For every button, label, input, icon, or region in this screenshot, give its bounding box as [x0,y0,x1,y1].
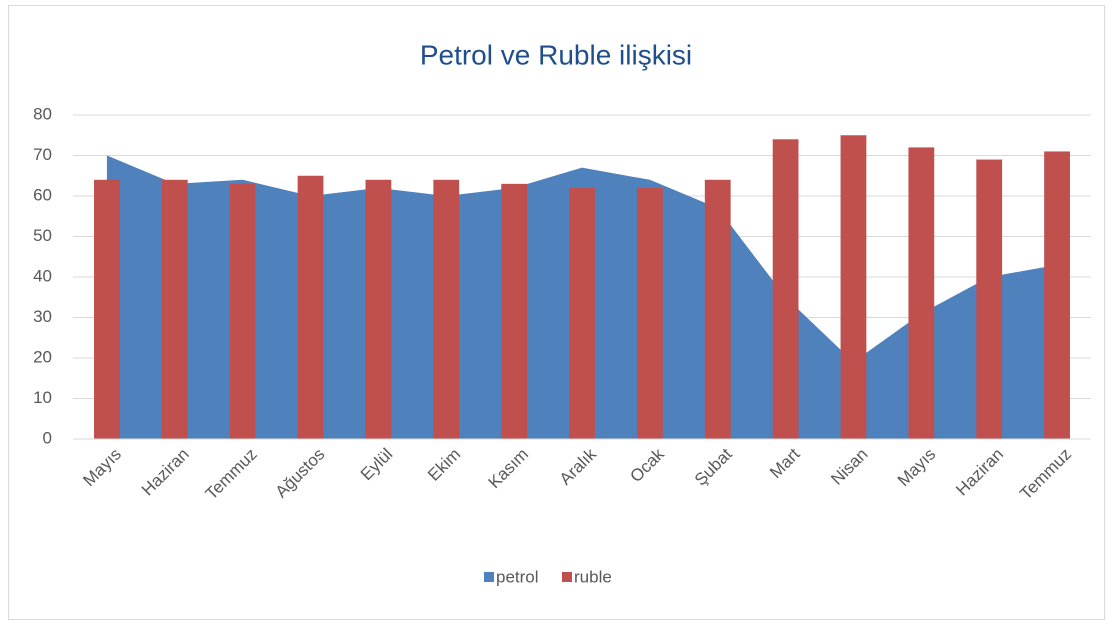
bar [229,183,256,439]
bar [976,159,1003,440]
legend-swatch [484,572,494,582]
legend-label: petrol [496,567,539,586]
y-tick-label: 20 [33,347,52,366]
chart-title: Petrol ve Ruble ilişkisi [420,39,692,70]
bar [704,179,731,440]
legend-swatch [562,572,572,582]
y-tick-label: 40 [33,266,52,285]
y-tick-label: 0 [43,428,52,447]
legend-label: ruble [574,567,612,586]
bar [433,179,460,440]
y-tick-label: 50 [33,226,52,245]
bar [636,187,663,439]
bar [569,187,595,439]
bar [908,147,935,439]
bar [772,139,799,440]
y-tick-label: 10 [33,388,52,407]
bar [840,135,867,439]
bar [94,179,120,440]
bar [161,179,188,440]
bar [1044,151,1070,439]
bar [501,183,528,439]
y-tick-label: 70 [33,145,52,164]
bar [365,179,392,440]
bar [297,175,324,439]
y-tick-label: 80 [33,104,52,123]
y-tick-label: 60 [33,185,52,204]
y-tick-label: 30 [33,307,52,326]
